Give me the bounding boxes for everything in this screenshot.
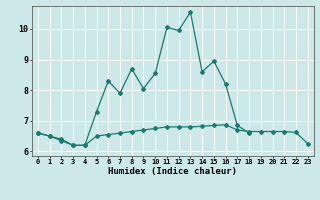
X-axis label: Humidex (Indice chaleur): Humidex (Indice chaleur) [108, 167, 237, 176]
